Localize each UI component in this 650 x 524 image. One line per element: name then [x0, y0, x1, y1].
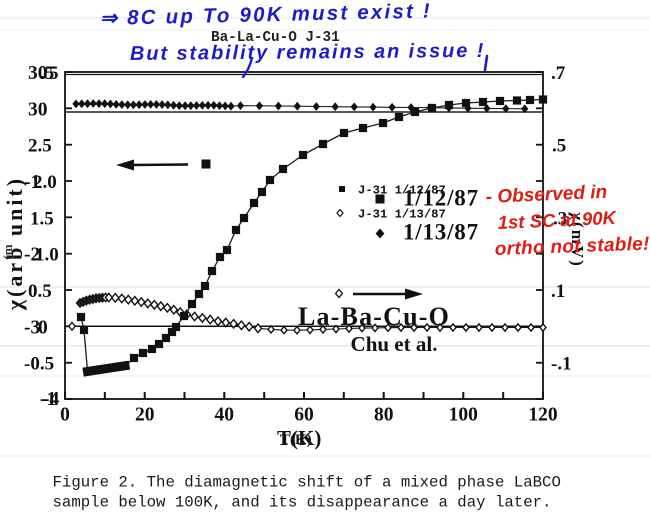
svg-text:J-31 1/12/87: J-31 1/12/87	[358, 184, 446, 198]
svg-text:0: 0	[60, 405, 70, 426]
svg-text:2.5: 2.5	[28, 136, 52, 157]
svg-text:60: 60	[294, 405, 314, 426]
svg-text:30: 30	[28, 99, 48, 120]
svg-text:⇒ 8C up To 90K must exist !: ⇒ 8C up To 90K must exist !	[100, 0, 433, 30]
svg-text:Ba-La-Cu-O J-31: Ba-La-Cu-O J-31	[211, 30, 340, 46]
svg-text:χ(arb unit): χ(arb unit)	[2, 176, 27, 311]
svg-text:-.1: -.1	[551, 354, 572, 375]
svg-text:(m: (m	[0, 244, 15, 259]
svg-text:80: 80	[374, 405, 394, 426]
svg-text:20: 20	[135, 405, 155, 426]
svg-text:.3: .3	[553, 208, 567, 229]
svg-text:-4: -4	[43, 389, 59, 410]
svg-text:But stability remains an issue: But stability remains an issue !	[130, 40, 486, 65]
svg-text:Figure 2. The diamagnetic shif: Figure 2. The diamagnetic shift of a mix…	[53, 474, 561, 492]
svg-text:30: 30	[28, 63, 48, 84]
svg-text:Chu et al.: Chu et al.	[351, 332, 438, 356]
svg-text:40: 40	[215, 405, 235, 426]
svg-text:1.0: 1.0	[35, 245, 59, 266]
svg-text:1/13/87: 1/13/87	[403, 220, 479, 245]
svg-text:T(K): T(K)	[277, 426, 321, 450]
svg-text:0.5: 0.5	[28, 281, 52, 302]
svg-text:0: 0	[38, 317, 48, 338]
svg-text:-3: -3	[24, 317, 40, 338]
svg-text:.7: .7	[551, 63, 566, 84]
svg-text:5: 5	[49, 63, 59, 84]
svg-text:.5: .5	[552, 136, 566, 157]
svg-text:120: 120	[528, 405, 557, 426]
svg-text:La-Ba-Cu-O: La-Ba-Cu-O	[298, 302, 450, 331]
svg-text:1/12/87: 1/12/87	[403, 186, 479, 211]
svg-text:χ(mV): χ(mV)	[568, 211, 587, 268]
svg-text:sample below 100K, and its dis: sample below 100K, and its disappearance…	[53, 494, 552, 512]
svg-text:.5: .5	[40, 63, 54, 84]
svg-text:2.0: 2.0	[33, 172, 57, 193]
svg-text:J-31 1/13/87: J-31 1/13/87	[358, 208, 446, 222]
svg-text:-2: -2	[24, 245, 40, 266]
svg-text:T(K): T(K)	[280, 432, 312, 448]
svg-text:- Observed in: - Observed in	[485, 182, 607, 208]
svg-text:ortho not stable!: ortho not stable!	[494, 234, 650, 260]
svg-text:1st SC at 90K: 1st SC at 90K	[497, 207, 618, 233]
svg-text:-1: -1	[40, 389, 56, 410]
svg-text:.1: .1	[551, 281, 565, 302]
svg-text:100: 100	[449, 405, 478, 426]
svg-text:1.5: 1.5	[30, 208, 54, 229]
svg-text:-1: -1	[24, 172, 40, 193]
svg-text:-0.5: -0.5	[24, 354, 54, 375]
